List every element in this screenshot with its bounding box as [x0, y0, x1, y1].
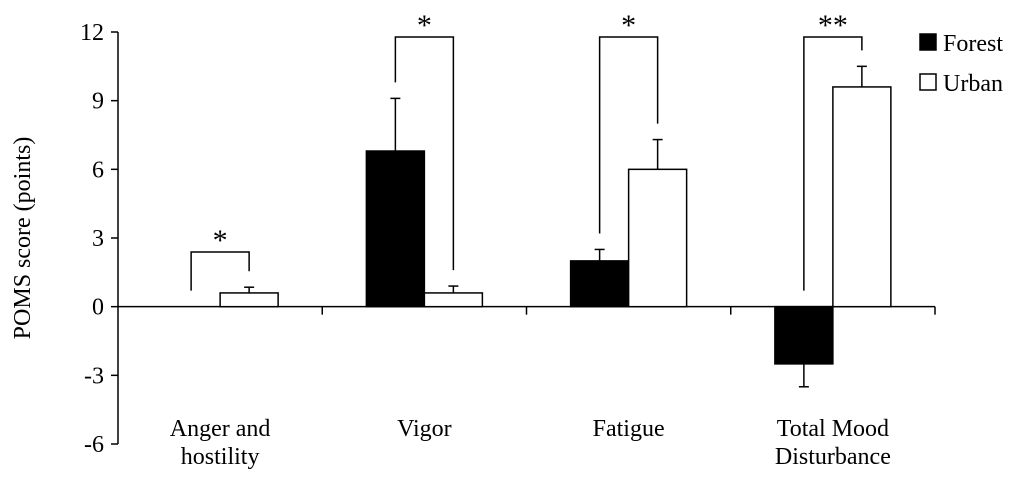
significance-bracket	[598, 36, 659, 234]
y-tick-label: 9	[92, 89, 104, 115]
bar-forest	[365, 150, 426, 308]
significance-bracket	[803, 36, 863, 291]
y-tick-label: 0	[92, 295, 104, 321]
category-label: Total Mood	[777, 416, 889, 442]
significance-bracket	[394, 36, 455, 271]
bar-urban	[423, 292, 484, 308]
y-tick-label: -6	[84, 432, 104, 458]
y-tick-label: -3	[84, 363, 104, 389]
significance-marker: *	[621, 9, 636, 42]
bar-forest	[774, 305, 834, 365]
significance-brackets: ** * **	[190, 9, 863, 291]
y-axis-label: POMS score (points)	[10, 137, 36, 340]
legend-label: Forest	[943, 31, 1003, 57]
legend-swatch-forest	[919, 33, 937, 51]
significance-marker: *	[213, 224, 228, 257]
y-tick-label: 6	[92, 157, 104, 183]
category-label: Anger and	[170, 416, 271, 442]
category-label: Vigor	[397, 416, 452, 442]
bars	[219, 65, 892, 388]
legend-label: Urban	[943, 71, 1003, 97]
significance-marker: *	[417, 9, 432, 42]
category-label: Disturbance	[775, 444, 891, 470]
significance-marker: **	[818, 9, 848, 42]
category-label: hostility	[181, 444, 260, 470]
bar-forest	[569, 260, 630, 308]
legend: Forest Urban	[919, 31, 1003, 97]
bar-urban	[219, 292, 279, 308]
legend-swatch-urban	[919, 73, 937, 91]
significance-bracket	[190, 251, 250, 291]
y-tick-label: 3	[92, 226, 104, 252]
bar-urban	[832, 86, 892, 308]
y-tick-label: 12	[80, 20, 104, 46]
category-label: Fatigue	[593, 416, 665, 442]
bar-urban	[627, 168, 688, 308]
